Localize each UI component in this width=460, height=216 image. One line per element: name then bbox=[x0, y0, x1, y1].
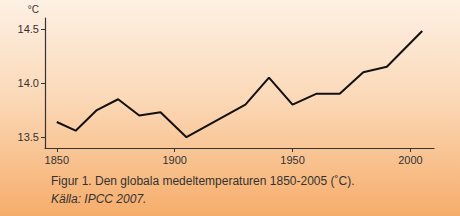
svg-text:1950: 1950 bbox=[280, 154, 304, 166]
svg-text:13.5: 13.5 bbox=[18, 131, 39, 143]
svg-text:1900: 1900 bbox=[162, 154, 186, 166]
svg-text:1850: 1850 bbox=[45, 154, 69, 166]
svg-text:Källa: IPCC 2007.: Källa: IPCC 2007. bbox=[51, 192, 146, 206]
svg-text:2000: 2000 bbox=[398, 154, 422, 166]
svg-text:14.5: 14.5 bbox=[18, 23, 39, 35]
svg-text:14.0: 14.0 bbox=[18, 77, 39, 89]
svg-text:Figur 1. Den globala medeltemp: Figur 1. Den globala medeltemperaturen 1… bbox=[51, 174, 355, 188]
svg-text:°C: °C bbox=[28, 4, 39, 15]
